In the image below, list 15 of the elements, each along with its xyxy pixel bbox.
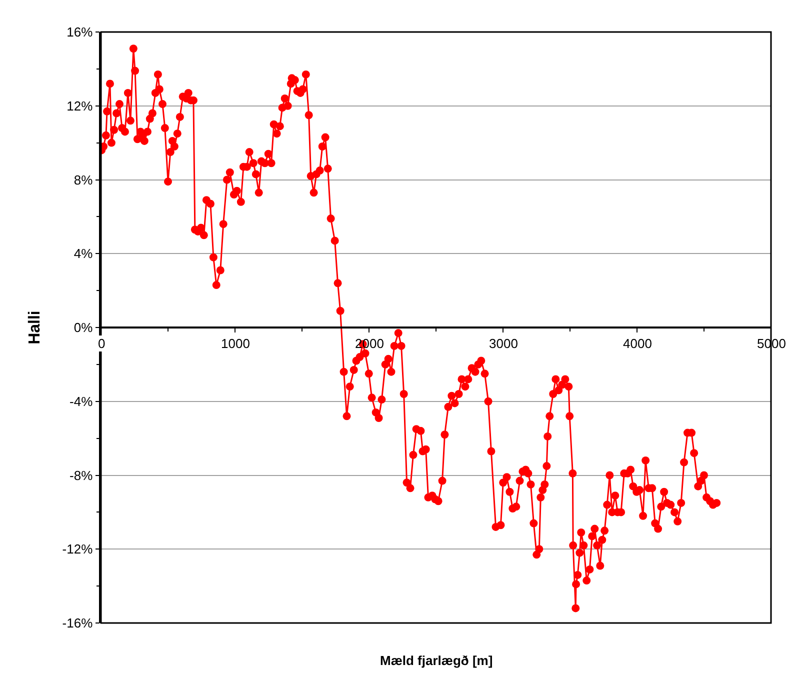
y-tick-label: 12% (66, 98, 94, 114)
y-tick-label: 4% (74, 246, 94, 262)
y-tick-label: 0% (74, 320, 94, 336)
y-tick-label: 8% (74, 172, 94, 188)
y-tick-label: -12% (62, 542, 94, 557)
x-axis-title: Mæld fjarlægð [m] (380, 653, 493, 668)
y-axis-title: Halli (26, 310, 44, 344)
x-tick-label: 4000 (623, 336, 652, 351)
y-tick-label: -16% (62, 616, 94, 631)
x-tick-label: 3000 (489, 336, 518, 351)
x-tick-label: 0 (98, 336, 106, 351)
x-tick-label: 1000 (221, 336, 250, 351)
y-tick-label: -8% (70, 468, 94, 483)
y-tick-label: 16% (66, 24, 94, 40)
y-tick-label: -4% (70, 394, 94, 409)
